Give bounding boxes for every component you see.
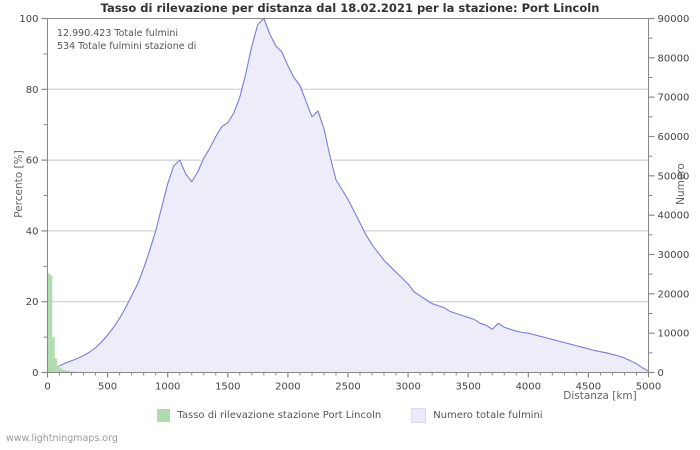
x-axis-tick-label: 0 bbox=[44, 382, 50, 393]
x-axis-tick-label: 4500 bbox=[576, 382, 601, 393]
series-bar-detection-rate bbox=[59, 368, 62, 373]
x-axis-tick-label: 500 bbox=[98, 382, 117, 393]
x-axis-tick-label: 4000 bbox=[516, 382, 541, 393]
series-bar-detection-rate bbox=[71, 371, 74, 373]
series-line-total-strokes bbox=[47, 17, 649, 372]
series-bar-detection-rate bbox=[52, 337, 55, 373]
x-axis-label: Distanza [km] bbox=[563, 390, 637, 402]
y-axis-left-tick-label: 20 bbox=[26, 297, 39, 308]
x-axis-tick-label: 1500 bbox=[215, 382, 240, 393]
page-title: Tasso di rilevazione per distanza dal 18… bbox=[100, 1, 600, 15]
y-axis-right-tick-label: 60000 bbox=[658, 132, 690, 143]
y-axis-right-tick-label: 20000 bbox=[658, 289, 690, 300]
y-axis-left-tick-label: 0 bbox=[32, 368, 38, 379]
x-axis-tick-label: 3500 bbox=[455, 382, 480, 393]
x-axis-tick-label: 2000 bbox=[275, 382, 300, 393]
legend-label-total-strokes: Numero totale fulmini bbox=[433, 410, 543, 421]
x-axis-tick-label: 2500 bbox=[335, 382, 360, 393]
chart-legend: Tasso di rilevazione stazione Port Linco… bbox=[0, 408, 700, 423]
y-axis-left-label: Percento [%] bbox=[13, 150, 25, 218]
y-axis-right-tick-label: 50000 bbox=[658, 171, 690, 182]
series-bar-detection-rate bbox=[54, 358, 58, 373]
y-axis-right-tick-label: 40000 bbox=[658, 211, 690, 222]
legend-item-total-strokes: Numero totale fulmini bbox=[411, 408, 543, 423]
annotation-station-strokes: 534 Totale fulmini stazione di bbox=[57, 41, 197, 52]
y-axis-right-tick-label: 80000 bbox=[658, 53, 690, 64]
legend-label-detection-rate: Tasso di rilevazione stazione Port Linco… bbox=[177, 410, 382, 421]
series-bar-detection-rate bbox=[49, 275, 53, 373]
legend-item-detection-rate: Tasso di rilevazione stazione Port Linco… bbox=[157, 409, 381, 422]
y-axis-right-tick-label: 10000 bbox=[658, 329, 690, 340]
x-axis-tick-label: 5000 bbox=[636, 382, 661, 393]
y-axis-left-tick-label: 40 bbox=[26, 226, 39, 237]
y-axis-right-tick-label: 30000 bbox=[658, 250, 690, 261]
series-bar-detection-rate bbox=[61, 369, 65, 373]
footer-url: www.lightningmaps.org bbox=[6, 433, 118, 444]
annotation-box: 12.990.423 Totale fulmini 534 Totale ful… bbox=[57, 27, 196, 53]
y-axis-right-label: Numero bbox=[675, 163, 687, 205]
x-axis-tick-label: 1000 bbox=[155, 382, 180, 393]
y-axis-left-tick-label: 80 bbox=[26, 85, 39, 96]
legend-swatch-total-strokes bbox=[411, 408, 427, 423]
y-axis-left-tick-label: 100 bbox=[19, 14, 38, 25]
series-area-fill-total-strokes bbox=[47, 18, 649, 373]
legend-swatch-detection-rate bbox=[157, 409, 171, 422]
y-axis-left-tick-label: 60 bbox=[26, 156, 39, 167]
x-axis-tick-label: 3000 bbox=[395, 382, 420, 393]
y-axis-right-tick-label: 90000 bbox=[658, 14, 690, 25]
series-bar-detection-rate bbox=[47, 273, 50, 373]
series-bar-detection-rate bbox=[69, 371, 72, 373]
series-bar-detection-rate bbox=[57, 365, 60, 373]
series-bar-detection-rate bbox=[64, 370, 67, 373]
annotation-total-strokes: 12.990.423 Totale fulmini bbox=[57, 28, 179, 39]
series-bar-detection-rate bbox=[66, 370, 70, 373]
y-axis-right-tick-label: 0 bbox=[658, 368, 664, 379]
y-axis-right-tick-label: 70000 bbox=[658, 93, 690, 104]
